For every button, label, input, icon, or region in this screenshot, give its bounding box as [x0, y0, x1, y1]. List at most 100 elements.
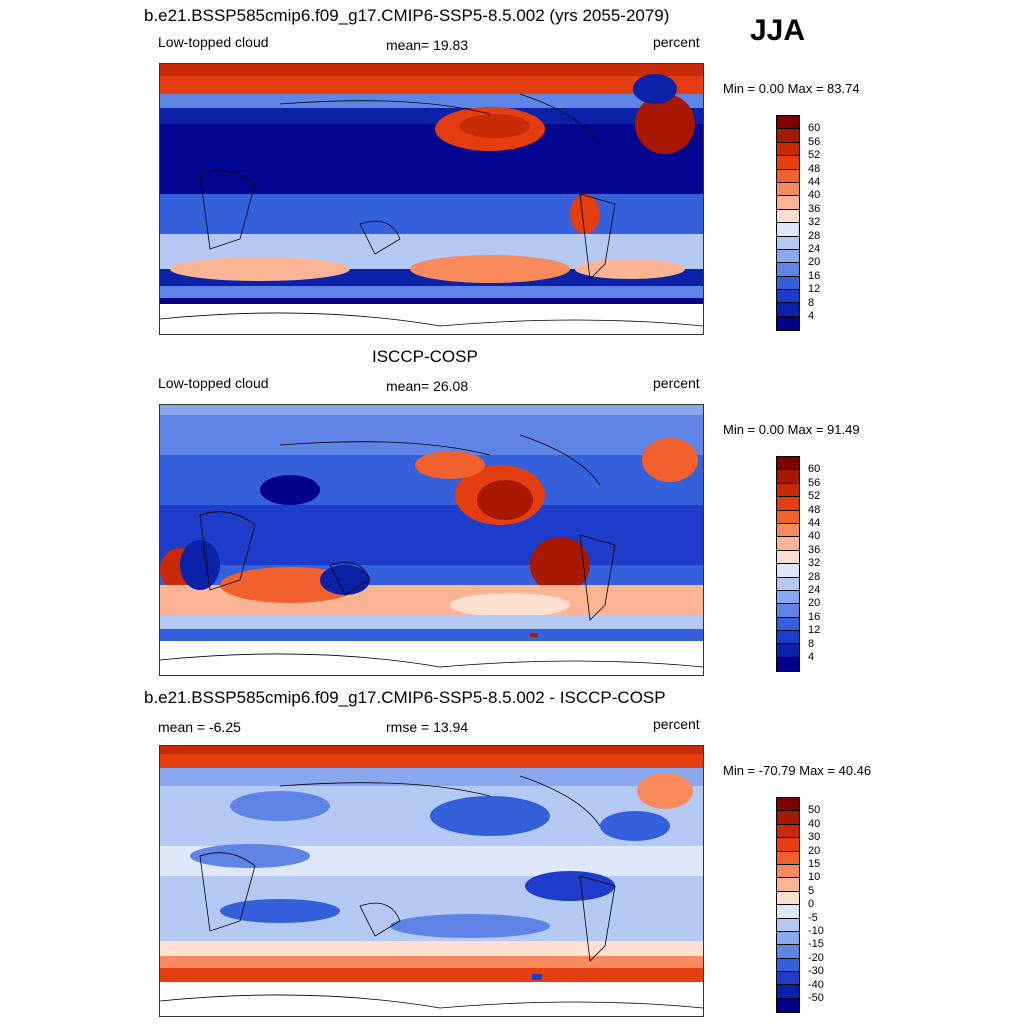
colorbar-segment	[777, 129, 799, 143]
colorbar-segment	[777, 590, 799, 605]
colorbar-tick-label: 50	[808, 804, 821, 817]
colorbar-segment	[777, 891, 799, 906]
panel-2-minmax: Min = 0.00 Max = 91.49	[723, 422, 860, 437]
panel-1-colorbar	[776, 115, 800, 332]
panel-1-map	[159, 63, 704, 335]
colorbar-segment	[777, 958, 799, 973]
colorbar-tick-label: 12	[808, 283, 821, 296]
colorbar-tick-label: 20	[808, 844, 821, 857]
colorbar-tick-label: 15	[808, 858, 821, 870]
colorbar-segment	[777, 604, 799, 618]
panel-2-units-label: percent	[653, 375, 700, 391]
panel-2-colorbar	[776, 456, 800, 673]
colorbar-tick-label: 44	[808, 176, 821, 188]
colorbar-segment	[777, 945, 799, 959]
panel-1-mean-label: mean= 19.83	[386, 37, 469, 53]
panel-3-colorbar	[776, 797, 800, 1014]
colorbar-tick-label: 4	[808, 310, 815, 322]
colorbar-tick-label: 8	[808, 296, 815, 309]
colorbar-segment	[777, 798, 799, 812]
colorbar-segment	[777, 457, 799, 471]
panel-1-title: b.e21.BSSP585cmip6.f09_g17.CMIP6-SSP5-8.…	[144, 6, 670, 25]
colorbar-segment	[777, 196, 799, 210]
colorbar-tick-label: -50	[808, 992, 824, 1004]
colorbar-segment	[777, 470, 799, 484]
colorbar-tick-label: 36	[808, 543, 821, 556]
colorbar-tick-label: -30	[808, 965, 824, 978]
colorbar-tick-label: 48	[808, 162, 821, 175]
colorbar-tick-label: -5	[808, 911, 818, 924]
colorbar-segment	[777, 263, 799, 277]
colorbar-segment	[777, 905, 799, 919]
colorbar-tick-label: -15	[808, 938, 824, 951]
colorbar-segment	[777, 116, 799, 130]
colorbar-tick-label: 24	[808, 584, 821, 596]
colorbar-segment	[777, 249, 799, 264]
colorbar-segment	[777, 644, 799, 658]
colorbar-tick-label: 8	[808, 637, 815, 650]
colorbar-tick-label: 32	[808, 557, 821, 570]
panel-2-title: ISCCP-COSP	[372, 347, 478, 366]
season-label: JJA	[750, 14, 806, 47]
colorbar-tick-label: 48	[808, 503, 821, 516]
panel-2-variable-label: Low-topped cloud	[158, 375, 269, 391]
colorbar-segment	[777, 209, 799, 224]
colorbar-tick-label: 56	[808, 135, 821, 148]
colorbar-segment	[777, 316, 799, 331]
panel-3-mean-label: mean = -6.25	[158, 719, 241, 735]
colorbar-tick-label: 16	[808, 269, 821, 282]
colorbar-segment	[777, 550, 799, 565]
colorbar-segment	[777, 510, 799, 524]
colorbar-tick-label: 0	[808, 898, 815, 911]
colorbar-segment	[777, 523, 799, 538]
colorbar-segment	[777, 169, 799, 183]
colorbar-segment	[777, 617, 799, 632]
colorbar-segment	[777, 972, 799, 986]
colorbar-segment	[777, 985, 799, 999]
colorbar-tick-label: 28	[808, 570, 821, 583]
colorbar-tick-label: 60	[808, 122, 821, 135]
panel-3-minmax: Min = -70.79 Max = 40.46	[723, 763, 872, 778]
panel-3-map	[159, 745, 704, 1017]
colorbar-segment	[777, 223, 799, 237]
colorbar-tick-label: 12	[808, 624, 821, 637]
colorbar-tick-label: 52	[808, 149, 821, 162]
colorbar-tick-label: 44	[808, 517, 821, 529]
colorbar-segment	[777, 864, 799, 879]
colorbar-segment	[777, 657, 799, 672]
colorbar-tick-label: 28	[808, 229, 821, 242]
colorbar-segment	[777, 564, 799, 578]
colorbar-tick-label: 40	[808, 189, 821, 202]
colorbar-segment	[777, 497, 799, 511]
colorbar-segment	[777, 577, 799, 591]
colorbar-segment	[777, 918, 799, 932]
colorbar-segment	[777, 811, 799, 825]
colorbar-tick-label: 10	[808, 871, 821, 884]
panel-1-variable-label: Low-topped cloud	[158, 34, 269, 50]
colorbar-segment	[777, 824, 799, 839]
colorbar-tick-label: 20	[808, 597, 821, 610]
colorbar-segment	[777, 931, 799, 946]
colorbar-segment	[777, 838, 799, 852]
colorbar-segment	[777, 236, 799, 250]
colorbar-tick-label: -20	[808, 951, 824, 964]
panel-2-map	[159, 404, 704, 676]
panel-3-units-label: percent	[653, 716, 700, 732]
colorbar-segment	[777, 998, 799, 1013]
colorbar-tick-label: 52	[808, 490, 821, 503]
colorbar-tick-label: 24	[808, 243, 821, 255]
colorbar-tick-label: 16	[808, 610, 821, 623]
panel-3-rmse-label: rmse = 13.94	[386, 719, 469, 735]
colorbar-tick-label: 36	[808, 202, 821, 215]
colorbar-segment	[777, 290, 799, 304]
colorbar-tick-label: 20	[808, 256, 821, 269]
colorbar-segment	[777, 631, 799, 645]
colorbar-segment	[777, 276, 799, 291]
colorbar-tick-label: 4	[808, 651, 815, 663]
colorbar-segment	[777, 303, 799, 317]
colorbar-segment	[777, 182, 799, 197]
colorbar-tick-label: 5	[808, 884, 815, 897]
colorbar-tick-label: 40	[808, 817, 821, 830]
panel-1-units-label: percent	[653, 34, 700, 50]
panel-2-mean-label: mean= 26.08	[386, 378, 469, 394]
